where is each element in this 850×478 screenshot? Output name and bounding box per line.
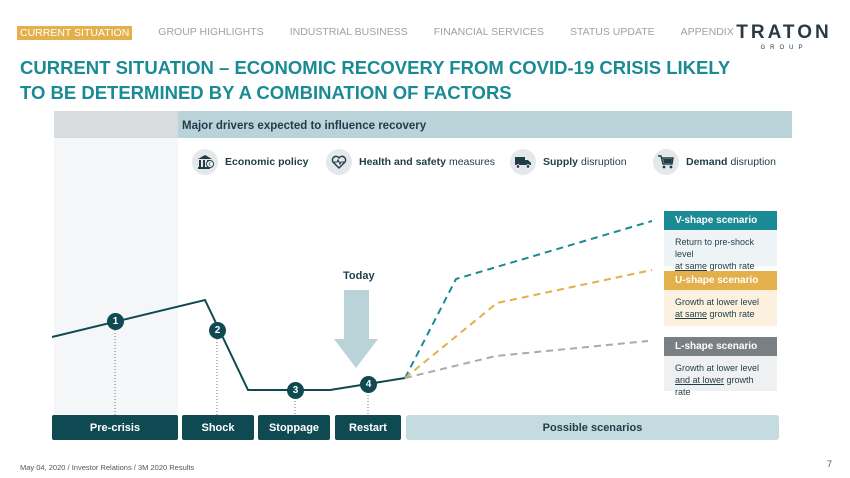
marker-1: 1 — [107, 313, 124, 330]
driver-rest: disruption — [581, 156, 627, 168]
driver-rest: measures — [448, 156, 496, 168]
v-shape-underline: at same — [675, 261, 708, 271]
marker-3: 3 — [287, 382, 304, 399]
traton-logo: TRATON GROUP — [736, 22, 832, 51]
driver-supply: Supply disruption — [510, 149, 627, 175]
u-shape-underline: at same — [675, 309, 708, 319]
phase-restart: Restart — [335, 415, 401, 440]
phase-pre-crisis: Pre-crisis — [52, 415, 178, 440]
nav-item-status-update[interactable]: STATUS UPDATE — [570, 26, 655, 38]
svg-text:€: € — [208, 162, 211, 168]
driver-rest: disruption — [730, 156, 776, 168]
pre-crisis-line — [51, 298, 406, 391]
page-title: CURRENT SITUATION – ECONOMIC RECOVERY FR… — [20, 57, 730, 103]
u-shape-line1: Growth at lower level — [675, 297, 760, 307]
top-navigation: CURRENT SITUATION GROUP HIGHLIGHTS INDUS… — [17, 26, 760, 40]
driver-bold: Economic policy — [225, 156, 309, 168]
driver-health-safety: Health and safety measures — [326, 149, 495, 175]
logo-name: TRATON — [736, 22, 832, 43]
nav-item-appendix[interactable]: APPENDIX — [680, 26, 734, 38]
v-shape-rest: growth rate — [709, 261, 755, 271]
driver-economic-policy: € Economic policy — [192, 149, 311, 175]
today-arrow — [334, 290, 378, 368]
drivers-header: Major drivers expected to influence reco… — [182, 120, 427, 132]
phase-stoppage: Stoppage — [258, 415, 330, 440]
l-shape-line — [404, 340, 649, 379]
possible-scenarios: Possible scenarios — [406, 415, 779, 440]
v-shape-line1: Return to pre-shock level — [675, 237, 755, 259]
u-shape-line — [404, 269, 653, 379]
u-shape-body: Growth at lower level at same growth rat… — [664, 290, 777, 326]
u-shape-rest: growth rate — [709, 309, 755, 319]
truck-icon — [510, 149, 536, 175]
footer-text: May 04, 2020 / Investor Relations / 3M 2… — [20, 463, 195, 472]
header-left-block — [54, 111, 178, 138]
l-shape-underline: and at lower — [675, 375, 725, 385]
l-shape-header: L-shape scenario — [664, 337, 777, 356]
nav-item-group-highlights[interactable]: GROUP HIGHLIGHTS — [158, 26, 264, 38]
driver-bold: Demand — [686, 156, 728, 168]
l-shape-rest: growth rate — [675, 375, 754, 397]
bank-euro-icon: € — [192, 149, 218, 175]
logo-sub: GROUP — [760, 45, 808, 51]
phase-shock: Shock — [182, 415, 254, 440]
v-shape-header: V-shape scenario — [664, 211, 777, 230]
u-shape-header: U-shape scenario — [664, 271, 777, 290]
nav-item-current-situation[interactable]: CURRENT SITUATION — [17, 26, 133, 40]
v-shape-body: Return to pre-shock level at same growth… — [664, 230, 777, 271]
drivers-header-bar — [178, 111, 792, 138]
driver-bold: Supply — [543, 156, 579, 168]
marker-4: 4 — [360, 376, 377, 393]
page-number: 7 — [826, 459, 832, 469]
cart-icon — [653, 149, 679, 175]
l-shape-line1: Growth at lower level — [675, 363, 760, 373]
heart-pulse-icon — [326, 149, 352, 175]
driver-demand: Demand disruption — [653, 149, 776, 175]
nav-item-industrial-business[interactable]: INDUSTRIAL BUSINESS — [289, 26, 408, 38]
today-label: Today — [343, 270, 375, 282]
marker-2: 2 — [209, 322, 226, 339]
driver-bold: Health and safety — [359, 156, 446, 168]
v-shape-line — [404, 220, 653, 379]
l-shape-body: Growth at lower level and at lower growt… — [664, 356, 777, 397]
nav-item-financial-services[interactable]: FINANCIAL SERVICES — [433, 26, 545, 38]
